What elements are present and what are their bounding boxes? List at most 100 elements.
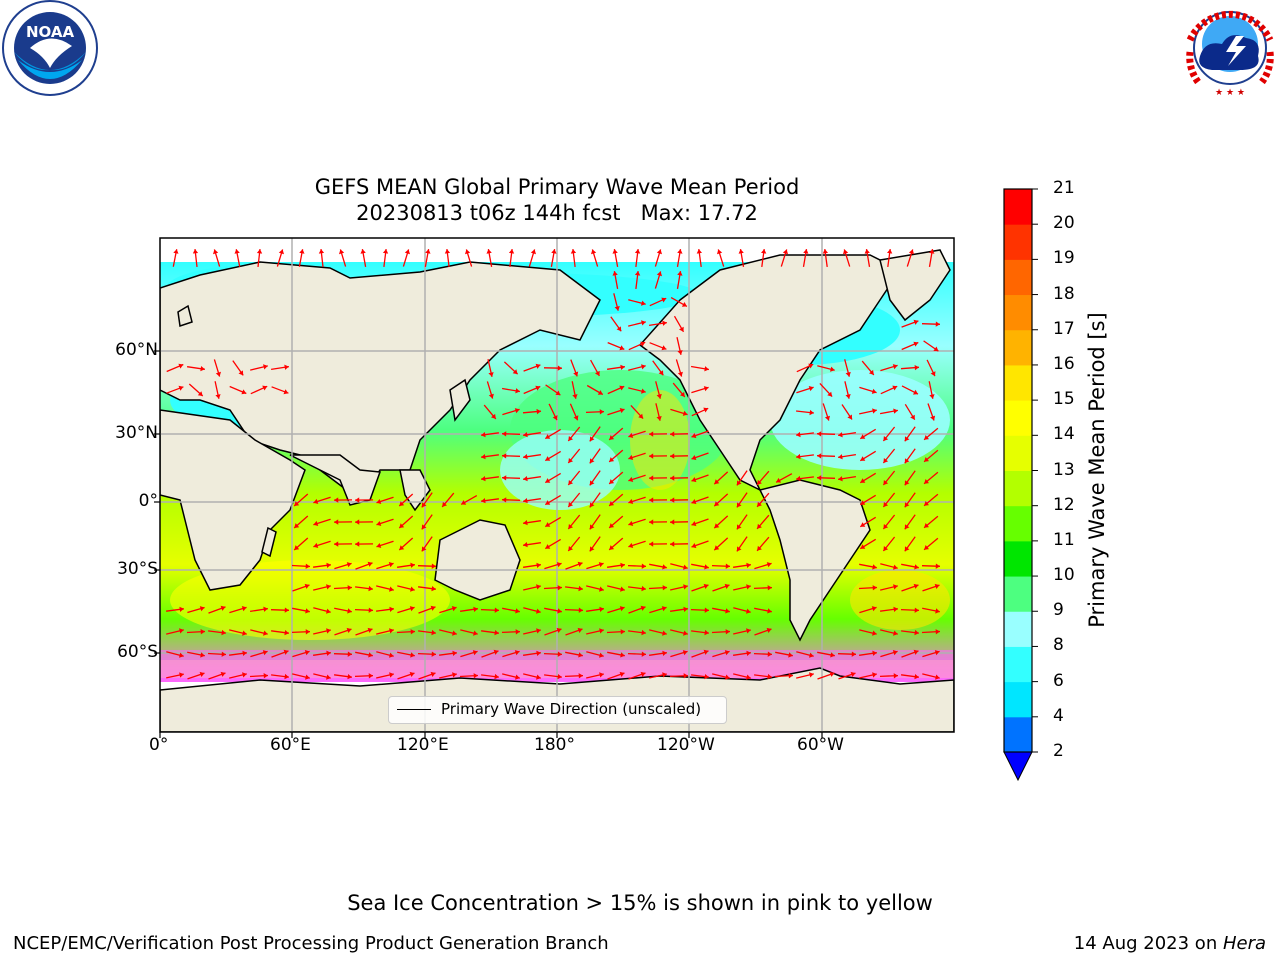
wave-arrow-head	[736, 524, 742, 530]
wave-arrow-head	[830, 652, 835, 658]
wave-arrow-head	[256, 249, 263, 254]
wave-arrow-head	[578, 607, 583, 613]
wave-arrow-head	[677, 249, 683, 254]
wave-arrow-head	[620, 562, 625, 568]
wave-arrow-head	[746, 562, 751, 568]
wave-arrow-head	[409, 671, 415, 677]
wave-arrow-head	[376, 499, 382, 504]
wave-arrow-head	[502, 475, 507, 481]
colorbar-tick-label: 15	[1053, 389, 1075, 410]
nws-logo: ★ ★ ★	[1183, 1, 1277, 98]
lat-tick-label: 30°S	[117, 559, 158, 579]
wave-arrow-head	[930, 415, 936, 421]
wave-arrow-head	[904, 502, 910, 508]
wave-arrow-head	[179, 606, 184, 612]
wave-arrow-head	[838, 432, 843, 438]
wave-arrow-head	[473, 606, 478, 612]
wave-arrow-head	[421, 524, 427, 530]
wave-arrow-head	[619, 671, 625, 677]
lon-tick-label: 120°W	[657, 735, 715, 755]
wave-arrow-head	[481, 476, 486, 482]
wave-arrow-head	[679, 326, 684, 332]
wave-arrow-head	[904, 524, 910, 530]
wave-arrow-head	[935, 674, 940, 680]
map-area	[160, 238, 954, 732]
wave-arrow-head	[683, 564, 688, 570]
wave-arrow-head	[242, 650, 247, 656]
producer-credit: NCEP/EMC/Verification Post Processing Pr…	[13, 933, 609, 954]
wave-arrow-head	[409, 606, 415, 612]
wave-arrow-head	[691, 433, 697, 439]
wave-arrow-head	[641, 629, 646, 636]
colorbar-under-arrow	[1003, 751, 1033, 782]
wave-arrow-head	[431, 586, 436, 592]
wave-arrow-head	[761, 249, 767, 254]
wave-arrow-head	[767, 585, 772, 591]
wave-arrow-head	[347, 674, 352, 680]
wave-arrow-head	[634, 271, 641, 276]
wave-arrow-head	[908, 249, 914, 255]
wave-arrow-head	[609, 545, 615, 550]
wave-arrow-head	[305, 563, 310, 569]
wave-arrow-head	[410, 586, 415, 592]
wave-arrow-head	[451, 606, 457, 612]
wave-arrow-head	[641, 364, 646, 370]
wave-arrow-head	[662, 630, 667, 636]
wave-arrow-head	[200, 629, 205, 635]
wave-arrow-head	[368, 673, 373, 679]
colorbar-title: Primary Wave Mean Period [s]	[1085, 312, 1109, 628]
wave-arrow-head	[481, 432, 486, 438]
wave-arrow-head	[557, 365, 562, 371]
wave-arrow-head	[486, 249, 492, 254]
wave-arrow-head	[935, 629, 940, 635]
wave-arrow-head	[557, 651, 562, 657]
wave-arrow-head	[515, 674, 520, 680]
wave-arrow-head	[677, 350, 683, 355]
wave-arrow-head	[914, 674, 919, 680]
wave-arrow-head	[326, 674, 331, 680]
colorbar-tick-label: 10	[1053, 565, 1075, 586]
wave-arrow-head	[714, 501, 720, 507]
wave-arrow-head	[515, 388, 520, 394]
wave-arrow-head	[670, 453, 675, 459]
wave-arrow-head	[334, 519, 339, 525]
wave-arrow-head	[283, 649, 289, 655]
wave-arrow-head	[680, 391, 685, 397]
wave-arrow-head	[334, 497, 339, 503]
wave-arrow-head	[640, 671, 646, 677]
wave-arrow-head	[872, 408, 877, 414]
run-date-text: 14 Aug 2023 on	[1073, 933, 1223, 954]
wave-arrow-head	[313, 498, 319, 504]
wave-arrow-head	[598, 562, 604, 568]
wave-arrow-head	[200, 652, 205, 658]
wave-arrow-head	[200, 366, 205, 372]
wave-arrow-head	[893, 606, 898, 612]
colorbar-tick-label: 9	[1053, 600, 1064, 621]
wave-arrow-head	[452, 630, 457, 636]
wave-arrow-head	[430, 605, 436, 611]
colorbar-tick-label: 14	[1053, 424, 1075, 445]
colorbar-tick-label: 12	[1053, 494, 1075, 515]
wave-arrow-head	[725, 608, 730, 614]
wave-arrow-head	[883, 524, 889, 529]
wave-arrow-head	[809, 672, 814, 678]
wave-arrow-head	[597, 390, 603, 395]
wave-arrow-head	[494, 673, 499, 680]
wave-arrow-head	[591, 249, 597, 255]
wave-arrow-head	[914, 629, 919, 636]
wave-arrow-head	[199, 671, 205, 677]
wave-arrow-head	[299, 249, 305, 254]
wave-arrow-head	[851, 651, 856, 657]
wave-arrow-head	[555, 390, 561, 396]
wave-arrow-head	[382, 249, 389, 254]
wave-arrow-head	[568, 480, 573, 485]
wave-arrow-head	[691, 543, 697, 549]
wave-arrow-head	[809, 409, 814, 416]
wave-arrow-head	[913, 319, 919, 325]
wave-arrow-head	[589, 458, 595, 464]
wave-arrow-head	[536, 608, 541, 614]
wave-arrow-head	[641, 585, 646, 592]
wave-arrow-head	[724, 583, 730, 589]
wave-arrow-head	[431, 651, 436, 657]
wave-arrow-head	[502, 431, 507, 437]
